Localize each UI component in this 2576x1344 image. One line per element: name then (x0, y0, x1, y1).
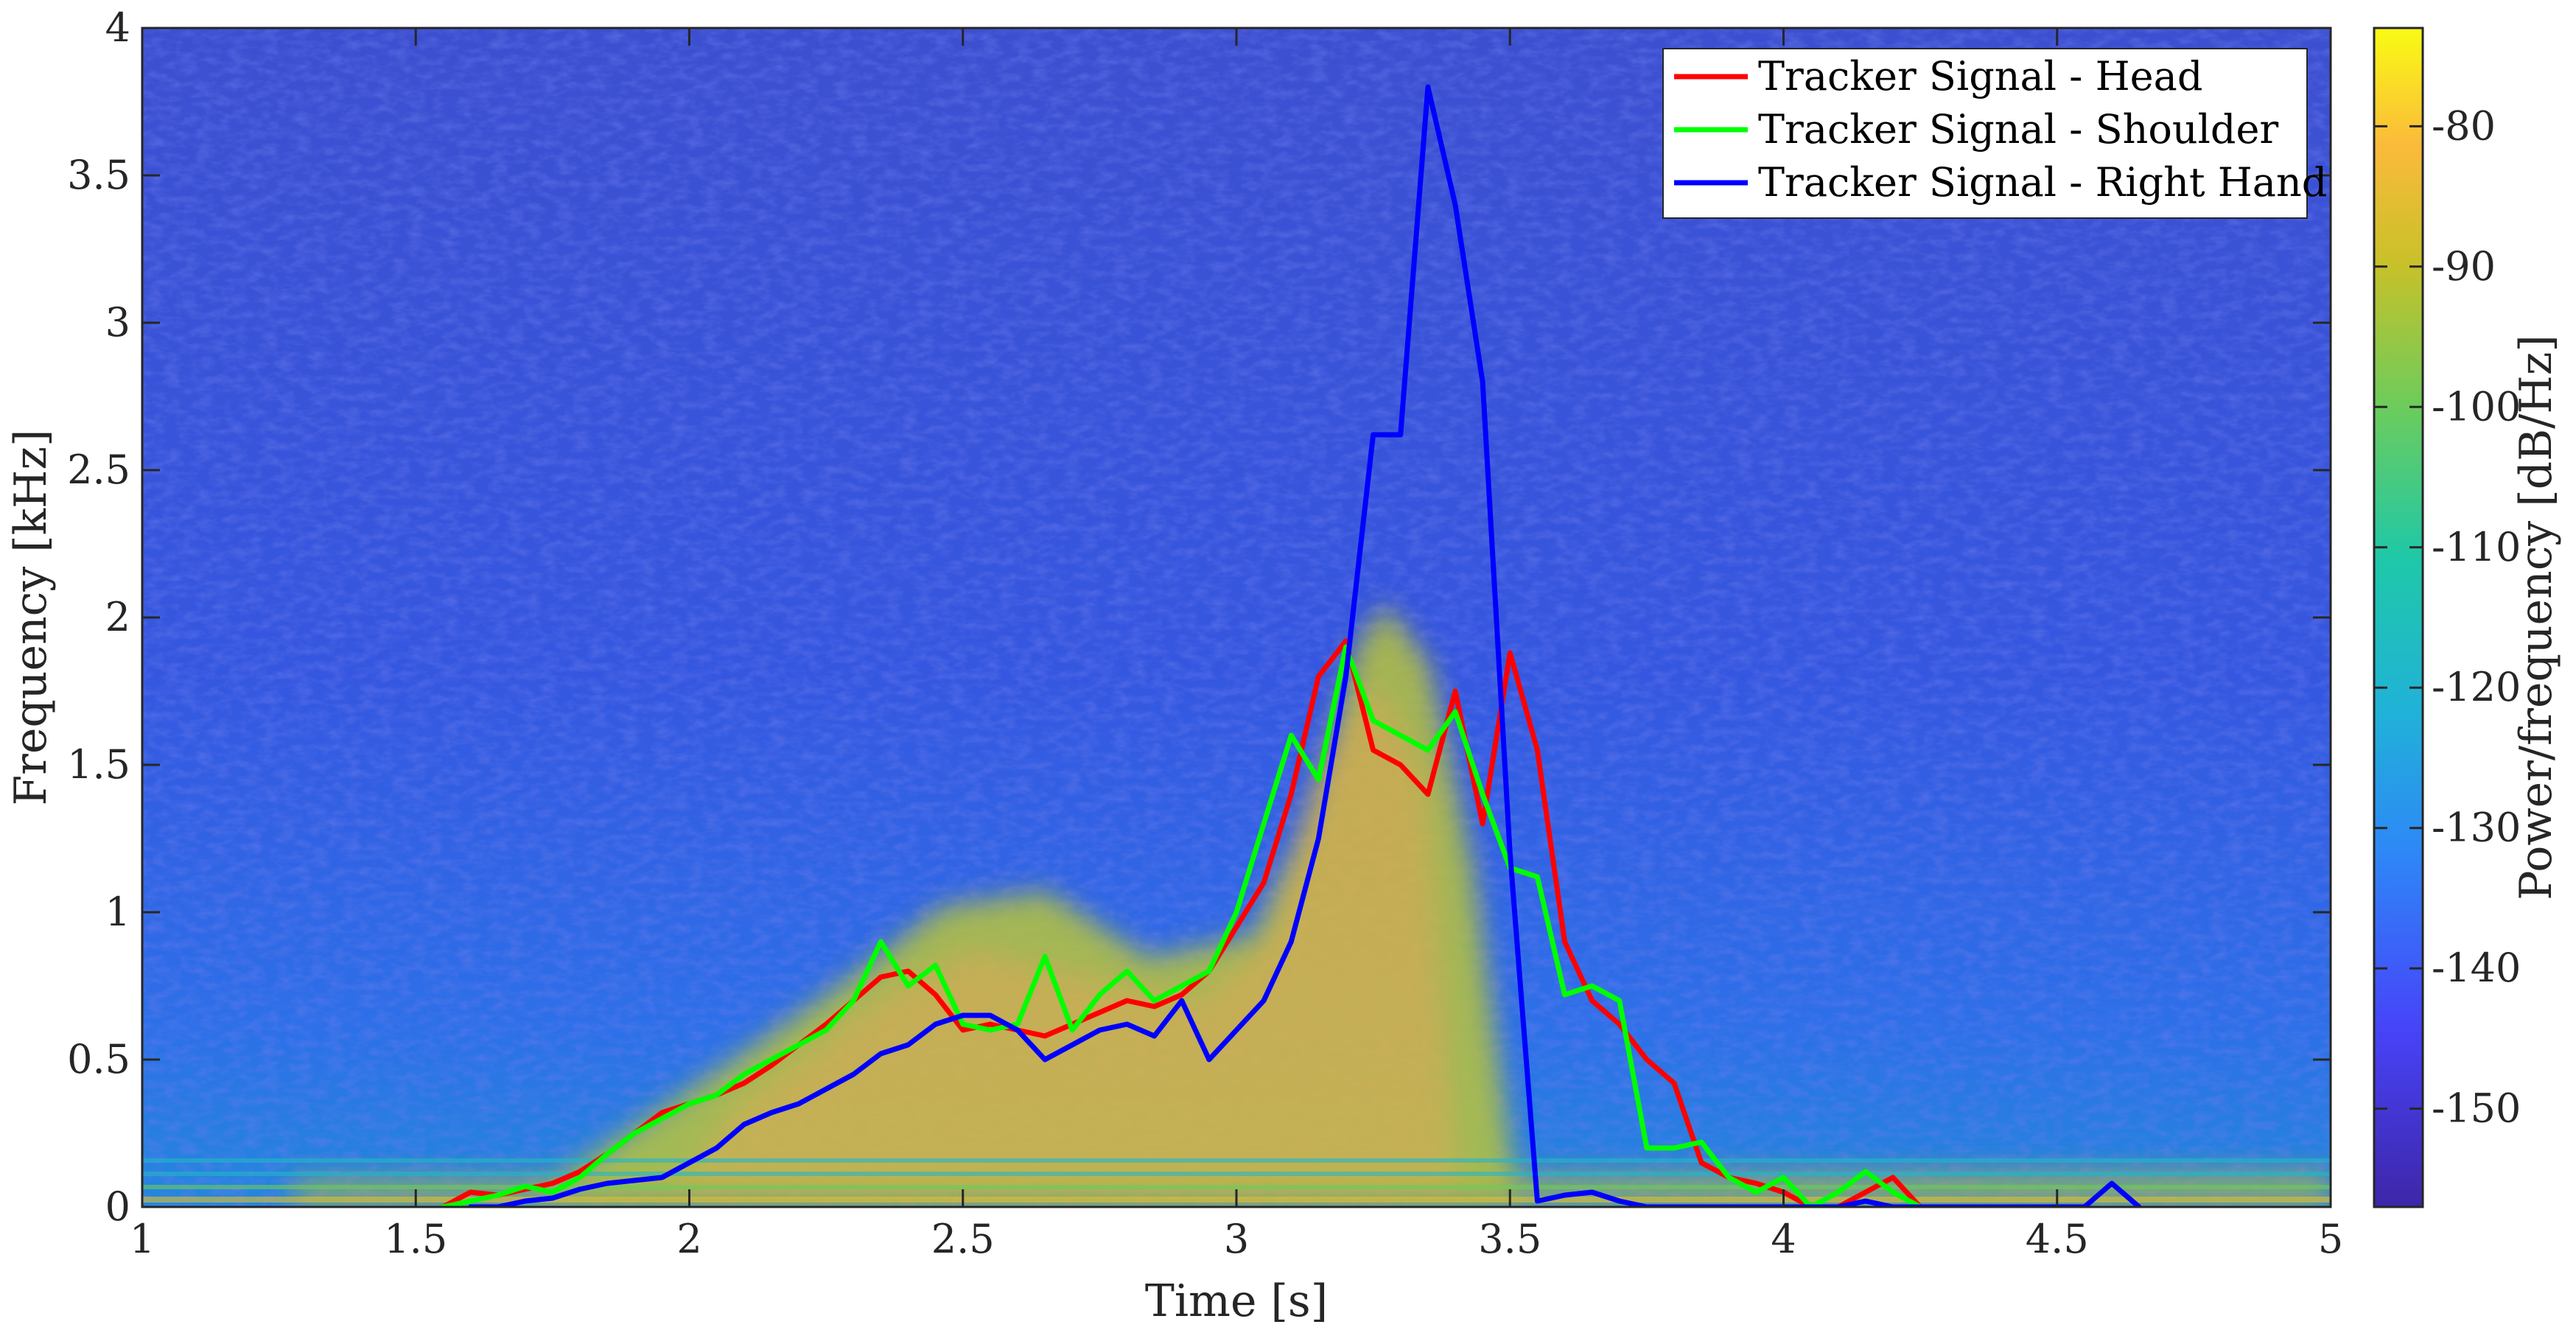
colorbar-label: Power/frequency [dB/Hz] (2510, 335, 2562, 900)
y-tick-label: 2.5 (67, 447, 130, 493)
colorbar-tick-label: -130 (2432, 805, 2521, 851)
y-axis-label: Frequency [kHz] (5, 430, 57, 806)
y-tick-label: 1 (105, 889, 130, 935)
y-tick-label: 0.5 (67, 1036, 130, 1082)
colorbar-gradient (2373, 27, 2424, 1208)
x-tick-label: 5 (2318, 1216, 2343, 1262)
colorbar-tick-label: -110 (2432, 524, 2521, 570)
x-tick-label: 1 (130, 1216, 155, 1262)
colorbar-tick-label: -80 (2432, 102, 2496, 149)
colorbar-tick-label: -140 (2432, 945, 2521, 991)
spectrogram-image (142, 28, 2331, 1207)
colorbar-ticks: -80 -90 -100 -110 -120 -130 -140 -150 (2374, 102, 2521, 1132)
legend-label-2: Tracker Signal - Shoulder (1758, 106, 2278, 153)
x-tick-label: 3.5 (1478, 1216, 1541, 1262)
x-tick-label: 1.5 (384, 1216, 447, 1262)
legend-box (1662, 48, 2308, 219)
y-tick-label: 1.5 (67, 741, 130, 788)
x-axis-label: Time [s] (1145, 1275, 1328, 1327)
legend-label-3: Tracker Signal - Right Hand (1758, 159, 2327, 206)
y-tick-label: 3.5 (67, 152, 130, 198)
colorbar-tick-label: -100 (2432, 383, 2521, 430)
legend-label-1: Tracker Signal - Head (1758, 53, 2202, 99)
colorbar-tick-label: -120 (2432, 664, 2521, 710)
colorbar-tick-label: -90 (2432, 243, 2496, 290)
y-tick-label: 3 (105, 299, 130, 346)
x-tick-label: 4 (1771, 1216, 1796, 1262)
series-line-2 (440, 644, 1950, 1207)
y-tick-label: 0 (105, 1183, 130, 1230)
x-tick-label: 2 (676, 1216, 701, 1262)
series-line-3 (468, 84, 2142, 1207)
x-axis-ticks: 1 1.5 2 2.5 3 3.5 4 4.5 5 (130, 28, 2343, 1262)
y-tick-label: 2 (105, 594, 130, 640)
colorbar-tick-label: -150 (2432, 1085, 2521, 1132)
x-tick-label: 3 (1224, 1216, 1249, 1262)
x-tick-label: 2.5 (931, 1216, 995, 1262)
series-layer (440, 84, 2142, 1207)
x-tick-label: 4.5 (2026, 1216, 2089, 1262)
y-axis-ticks: 0 0.5 1 1.5 2 2.5 3 3.5 4 (67, 4, 2331, 1230)
legend: Tracker Signal - Head Tracker Signal - Sh… (1662, 48, 2327, 219)
y-tick-label: 4 (105, 4, 130, 51)
colorbar: -80 -90 -100 -110 -120 -130 -140 -150 Power/fre… (2373, 27, 2562, 1208)
